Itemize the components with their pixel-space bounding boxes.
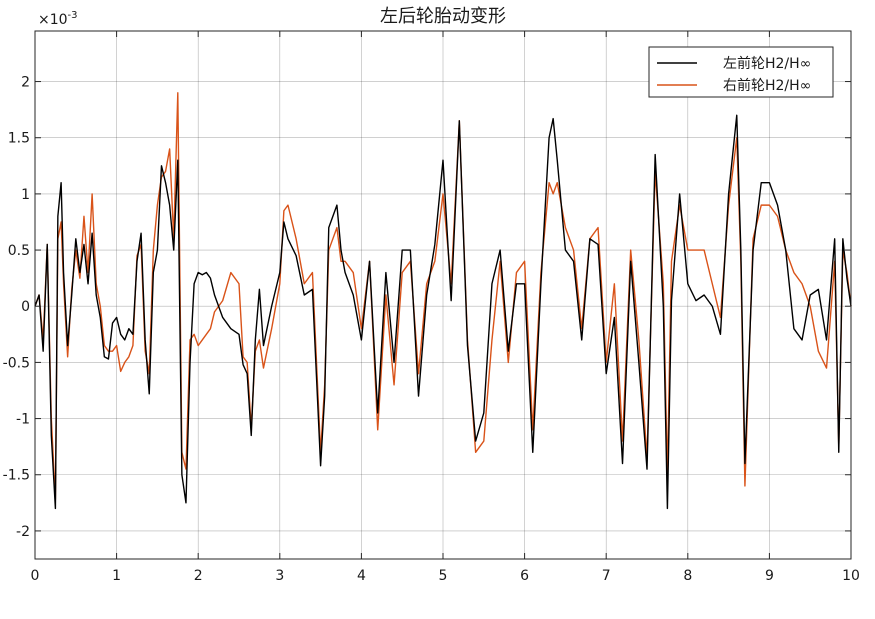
- x-tick-label: 1: [112, 568, 121, 584]
- y-exponent-label: ×10-3: [38, 10, 78, 28]
- y-tick-label: 2: [21, 75, 30, 91]
- x-tick-label: 0: [31, 568, 40, 584]
- y-tick-label: 1: [21, 187, 30, 203]
- x-tick-label: 9: [765, 568, 774, 584]
- y-tick-label: -1.5: [3, 468, 30, 484]
- x-tick-label: 4: [357, 568, 366, 584]
- series-line-left-front: [34, 114, 852, 510]
- x-tick-label: 5: [439, 568, 448, 584]
- y-tick-labels: -2 -1.5 -1 -0.5 0 0.5 1 1.5 2: [3, 75, 30, 540]
- y-tick-label: -1: [16, 412, 30, 428]
- tick-marks: [34, 31, 852, 559]
- y-tick-label: 1.5: [8, 131, 30, 147]
- series-lines: [34, 92, 852, 510]
- series-line-right-front: [34, 92, 852, 501]
- x-tick-label: 8: [683, 568, 692, 584]
- y-exponent-multiplier: ×10: [38, 12, 68, 28]
- x-tick-label: 6: [520, 568, 529, 584]
- y-tick-label: -0.5: [3, 355, 30, 371]
- x-tick-label: 2: [194, 568, 203, 584]
- x-tick-label: 7: [602, 568, 611, 584]
- x-tick-labels: 0 1 2 3 4 5 6 7 8 9 10: [31, 568, 860, 584]
- y-exponent-power: -3: [68, 10, 78, 21]
- legend-label-series2: 右前轮H2/H∞: [723, 77, 811, 94]
- x-tick-label: 10: [842, 568, 860, 584]
- y-tick-label: 0.5: [8, 243, 30, 259]
- legend-label-series1: 左前轮H2/H∞: [723, 55, 811, 72]
- legend-box: [648, 46, 834, 98]
- y-tick-label: 0: [21, 299, 30, 315]
- y-tick-label: -2: [16, 524, 30, 540]
- chart-title: 左后轮胎动变形: [380, 6, 506, 27]
- legend: 左前轮H2/H∞ 右前轮H2/H∞: [648, 46, 834, 98]
- x-tick-label: 3: [275, 568, 284, 584]
